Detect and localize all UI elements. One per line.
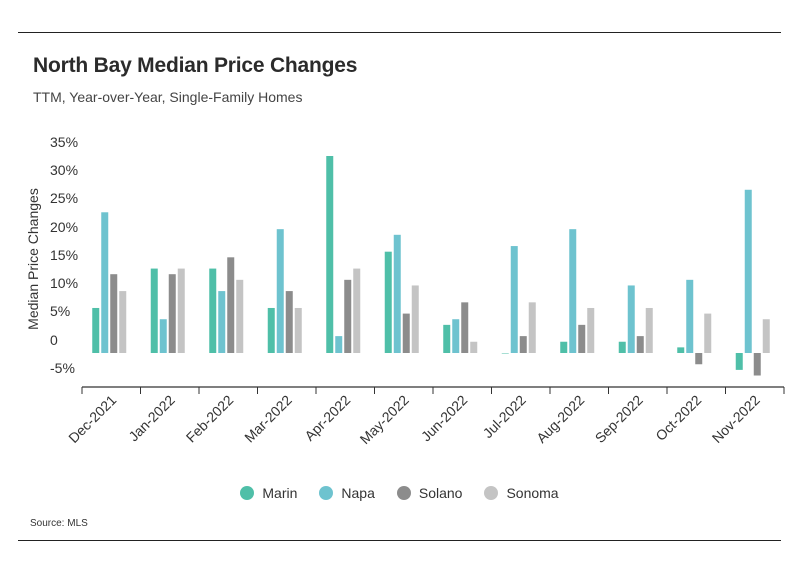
legend-item-sonoma: Sonoma	[484, 485, 559, 501]
bar-sonoma	[704, 313, 712, 353]
bar-napa	[218, 291, 226, 353]
bar-sonoma	[587, 307, 595, 353]
chart-title: North Bay Median Price Changes	[33, 54, 358, 77]
bar-sonoma	[411, 285, 419, 353]
y-tick-label: 5%	[50, 303, 70, 319]
legend-item-solano: Solano	[396, 485, 463, 501]
bar-napa	[335, 336, 343, 353]
legend-item-napa: Napa	[319, 485, 375, 501]
bar-sonoma	[528, 302, 536, 353]
legend-swatch	[240, 486, 255, 500]
bar-solano	[227, 257, 235, 353]
x-tick-label: Aug-2022	[533, 392, 587, 446]
bar-marin	[677, 347, 685, 353]
bar-marin	[735, 353, 743, 370]
bar-napa	[101, 212, 109, 353]
y-tick-label: 0	[50, 332, 58, 348]
bar-sonoma	[470, 341, 478, 353]
bar-sonoma	[762, 319, 770, 353]
bar-marin	[384, 251, 392, 353]
bar-sonoma	[353, 268, 361, 353]
bar-solano	[578, 324, 586, 353]
x-tick-label: Feb-2022	[183, 392, 237, 446]
bar-napa	[627, 285, 635, 353]
bottom-rule	[18, 540, 781, 541]
y-tick-label: -5%	[50, 360, 75, 376]
bar-solano	[519, 336, 527, 353]
bar-marin	[209, 268, 217, 353]
y-axis-title: Median Price Changes	[25, 188, 41, 330]
chart-legend: Marin Napa Solano Sonoma	[0, 485, 799, 501]
bar-marin	[443, 324, 451, 353]
x-tick-label: Apr-2022	[301, 392, 353, 444]
x-tick-label: Sep-2022	[592, 392, 646, 446]
legend-swatch	[396, 486, 411, 500]
bar-solano	[344, 279, 352, 353]
bar-napa	[276, 229, 284, 353]
bar-solano	[168, 274, 176, 353]
bar-sonoma	[294, 307, 302, 353]
chart-subtitle: TTM, Year-over-Year, Single-Family Homes	[33, 89, 303, 105]
x-tick-label: Jul-2022	[480, 392, 529, 441]
x-tick-label: Nov-2022	[709, 392, 763, 446]
y-tick-label: 25%	[50, 190, 78, 206]
legend-label: Solano	[418, 485, 463, 501]
bar-solano	[461, 302, 469, 353]
bar-sonoma	[645, 307, 653, 353]
bar-solano	[402, 313, 410, 353]
bar-sonoma	[236, 279, 244, 353]
y-tick-label: 15%	[50, 247, 78, 263]
bar-solano	[110, 274, 118, 353]
bar-marin	[501, 353, 509, 354]
bar-marin	[618, 341, 626, 353]
bar-solano	[753, 353, 761, 376]
legend-label: Marin	[262, 485, 298, 501]
bar-napa	[393, 234, 401, 353]
bar-marin	[326, 156, 334, 353]
legend-item-marin: Marin	[240, 485, 297, 501]
x-tick-label: Oct-2022	[652, 392, 704, 444]
bar-marin	[560, 341, 568, 353]
bar-marin	[150, 268, 158, 353]
bar-napa	[744, 189, 752, 353]
y-tick-label: 20%	[50, 219, 78, 235]
legend-swatch	[319, 486, 334, 500]
legend-label: Sonoma	[506, 485, 559, 501]
legend-swatch	[484, 486, 499, 500]
y-tick-label: 35%	[50, 134, 78, 150]
bar-solano	[285, 291, 293, 353]
bar-marin	[92, 307, 100, 353]
source-note: Source: MLS	[30, 518, 88, 529]
y-tick-label: 10%	[50, 275, 78, 291]
bar-solano	[695, 353, 703, 365]
x-tick-label: May-2022	[357, 392, 412, 447]
bar-solano	[636, 336, 644, 353]
bar-napa	[510, 246, 518, 353]
bar-napa	[452, 319, 460, 353]
x-tick-label: Jan-2022	[125, 392, 178, 445]
y-tick-label: 30%	[50, 162, 78, 178]
x-tick-label: Mar-2022	[241, 392, 295, 446]
bar-sonoma	[177, 268, 185, 353]
x-tick-label: Dec-2021	[65, 392, 119, 446]
bar-sonoma	[119, 291, 127, 353]
x-tick-label: Jun-2022	[418, 392, 471, 445]
bar-napa	[569, 229, 577, 353]
top-rule	[18, 32, 781, 33]
bar-napa	[159, 319, 167, 353]
bar-marin	[267, 307, 275, 353]
bar-napa	[686, 279, 694, 353]
legend-label: Napa	[341, 485, 375, 501]
